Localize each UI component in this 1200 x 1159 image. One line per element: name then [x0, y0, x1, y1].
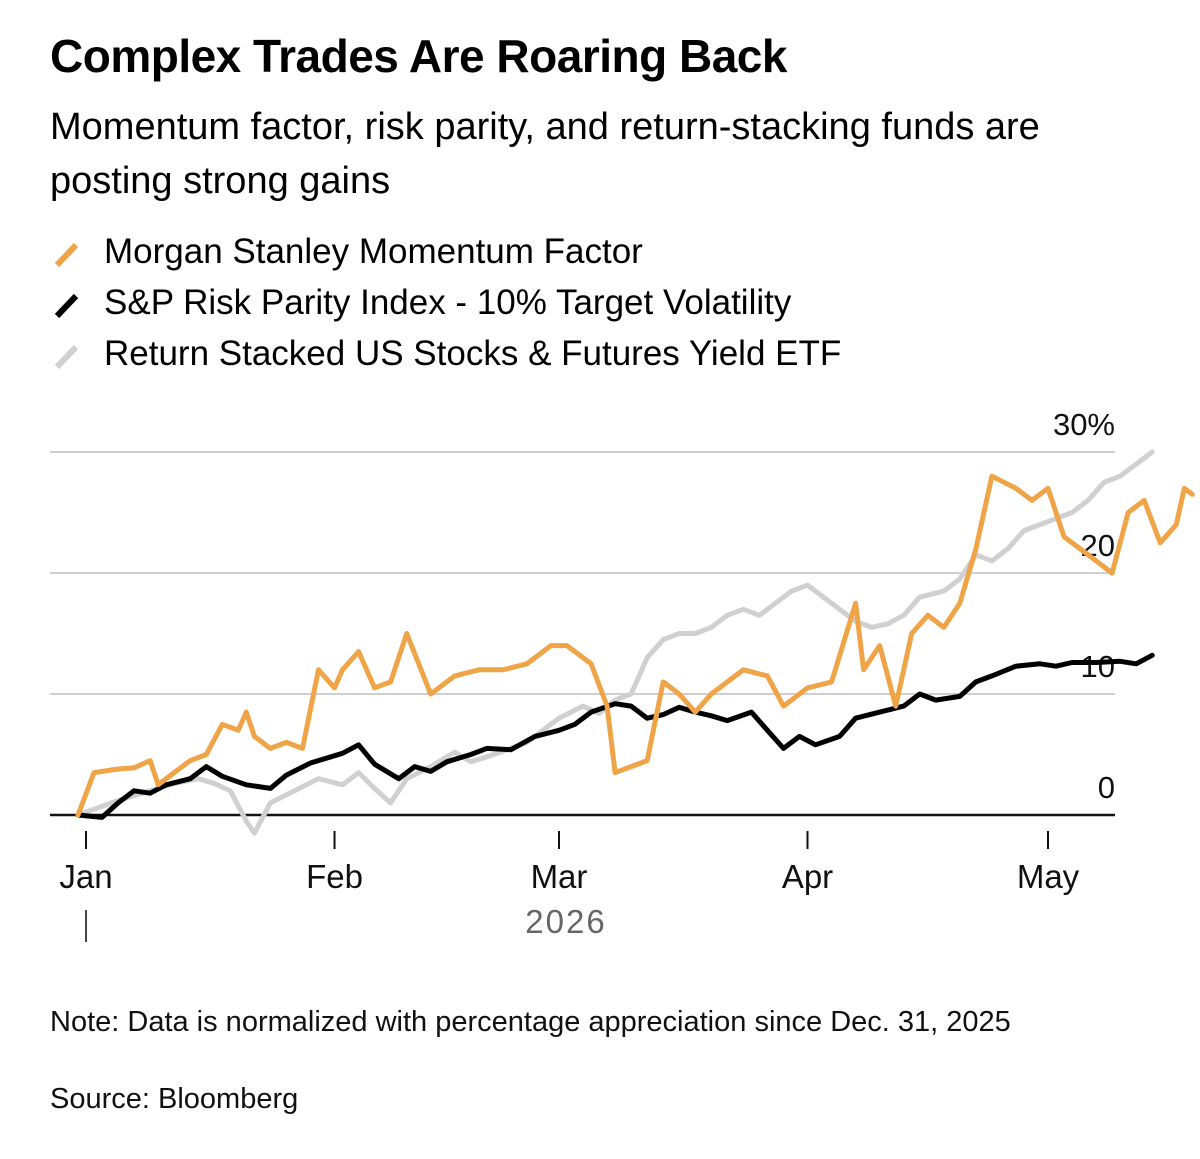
- series-line-return-stacked-us-stocks-futures-yield-etf: [75, 449, 1155, 836]
- y-tick-label: 30%: [1053, 407, 1115, 442]
- legend-item-risk-parity: S&P Risk Parity Index - 10% Target Volat…: [50, 277, 841, 328]
- chart-source: Source: Bloomberg: [50, 1083, 299, 1115]
- x-axis-label: 2026: [525, 903, 606, 940]
- x-tick-label: May: [1017, 858, 1080, 895]
- legend-swatch-return-stacked: [54, 344, 79, 369]
- y-tick-label: 0: [1098, 770, 1115, 805]
- y-tick-label: 10: [1081, 649, 1115, 684]
- legend-item-momentum: Morgan Stanley Momentum Factor: [50, 226, 841, 277]
- legend-swatch-momentum: [54, 242, 79, 267]
- x-tick-label: Apr: [782, 858, 833, 895]
- legend-swatch-risk-parity: [54, 293, 79, 318]
- y-tick-label: 20: [1081, 528, 1115, 563]
- x-tick-label: Feb: [306, 858, 363, 895]
- chart-legend: Morgan Stanley Momentum Factor S&P Risk …: [50, 226, 841, 379]
- x-tick-label: Mar: [531, 858, 588, 895]
- chart-note: Note: Data is normalized with percentage…: [50, 1006, 1011, 1038]
- series-line-s-p-risk-parity-index-10-target-volatility: [75, 652, 1155, 820]
- x-tick-label: Jan: [59, 858, 112, 895]
- legend-label-risk-parity: S&P Risk Parity Index - 10% Target Volat…: [104, 282, 792, 322]
- series-line-morgan-stanley-momentum-factor: [75, 473, 1195, 818]
- legend-label-return-stacked: Return Stacked US Stocks & Futures Yield…: [104, 333, 842, 373]
- chart-subtitle: Momentum factor, risk parity, and return…: [50, 106, 1040, 202]
- line-chart: 0 10 20 30% Jan Feb Mar Apr May 2026: [50, 407, 1195, 942]
- chart-title: Complex Trades Are Roaring Back: [50, 30, 787, 82]
- legend-label-momentum: Morgan Stanley Momentum Factor: [104, 231, 643, 271]
- legend-item-return-stacked: Return Stacked US Stocks & Futures Yield…: [50, 328, 841, 379]
